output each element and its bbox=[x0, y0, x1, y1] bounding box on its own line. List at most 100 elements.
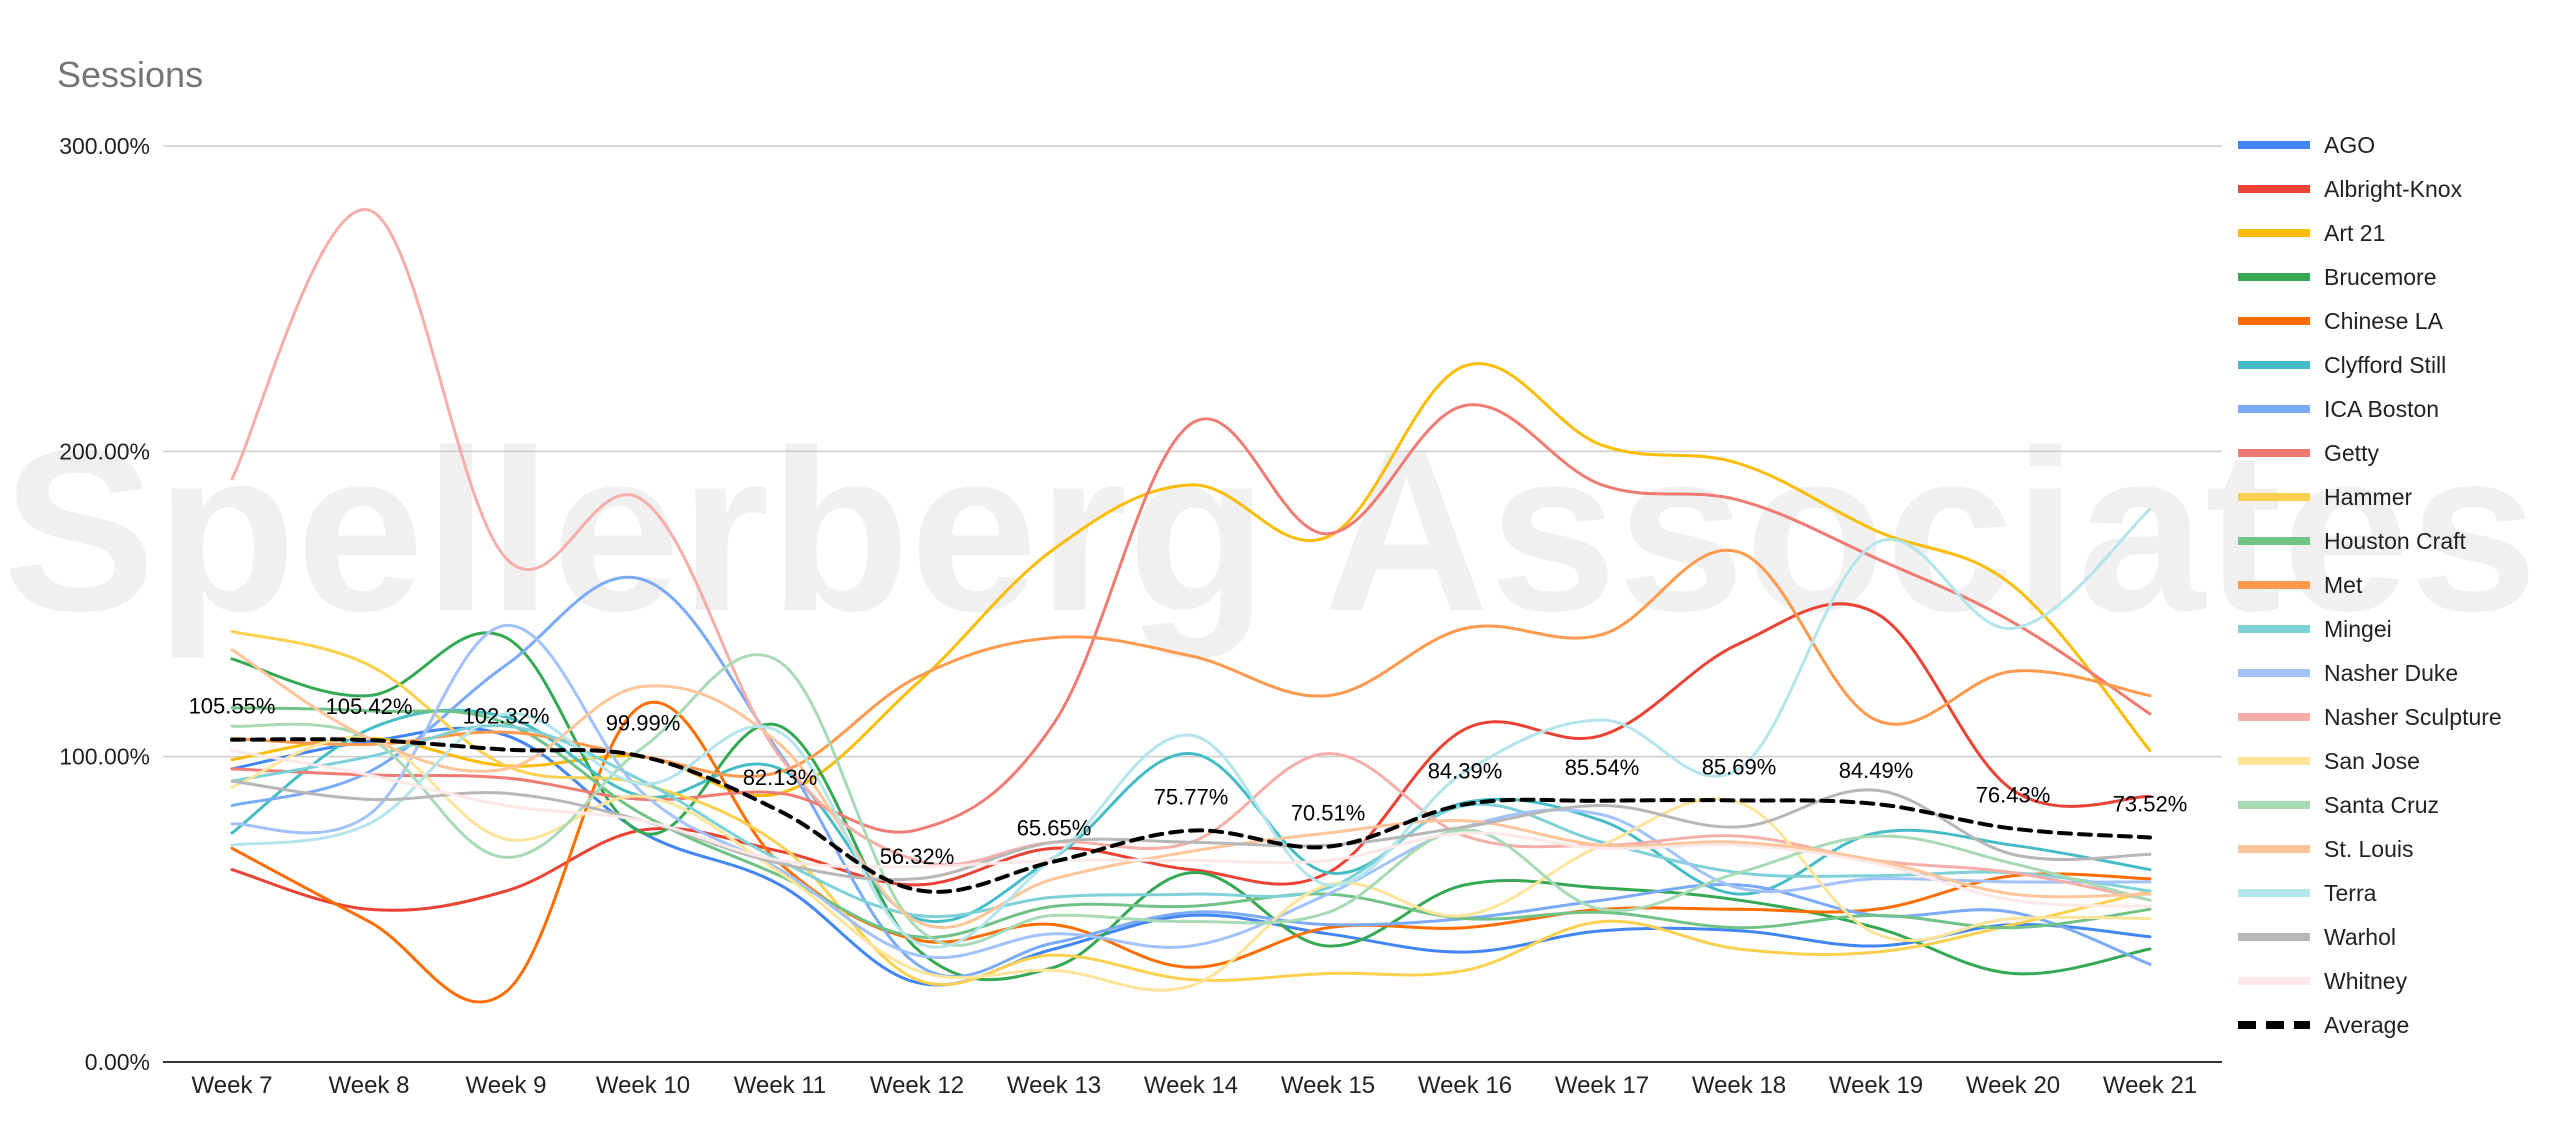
average-data-label: 85.69% bbox=[1702, 754, 1777, 779]
legend-label: Nasher Sculpture bbox=[2324, 704, 2502, 730]
legend-label: Whitney bbox=[2324, 968, 2408, 994]
average-data-label: 82.13% bbox=[743, 765, 818, 790]
y-axis-ticks: 0.00% 100.00% 200.00% 300.00% bbox=[59, 133, 150, 1075]
legend-label: AGO bbox=[2324, 132, 2375, 158]
series-line-whitney bbox=[230, 749, 2152, 908]
average-data-label: 75.77% bbox=[1154, 785, 1229, 810]
legend-label: San Jose bbox=[2324, 748, 2420, 774]
legend-item[interactable]: Houston Craft bbox=[2238, 528, 2467, 554]
legend-label: Clyfford Still bbox=[2324, 352, 2446, 378]
gridlines bbox=[163, 145, 2222, 1063]
legend-label: Santa Cruz bbox=[2324, 792, 2439, 818]
legend-item[interactable]: Mingei bbox=[2238, 616, 2392, 642]
legend-item[interactable]: Santa Cruz bbox=[2238, 792, 2439, 818]
legend-label: Chinese LA bbox=[2324, 308, 2444, 334]
legend-label: Warhol bbox=[2324, 924, 2396, 950]
legend-item[interactable]: Art 21 bbox=[2238, 220, 2385, 246]
legend-item[interactable]: Chinese LA bbox=[2238, 308, 2444, 334]
legend-label: Nasher Duke bbox=[2324, 660, 2458, 686]
average-data-label: 105.42% bbox=[326, 694, 413, 719]
x-tick-label: Week 18 bbox=[1692, 1072, 1786, 1099]
legend-item[interactable]: Whitney bbox=[2238, 968, 2408, 994]
series-line-ago bbox=[230, 726, 2152, 987]
legend-label: Albright-Knox bbox=[2324, 176, 2463, 202]
average-data-label: 76.43% bbox=[1976, 783, 2051, 808]
legend-item[interactable]: Warhol bbox=[2238, 924, 2396, 950]
average-data-label: 99.99% bbox=[606, 711, 681, 736]
series-lines bbox=[230, 208, 2152, 1004]
series-line-ica-boston bbox=[230, 575, 2152, 979]
legend-label: Brucemore bbox=[2324, 264, 2436, 290]
legend-item[interactable]: Met bbox=[2238, 572, 2363, 598]
x-tick-label: Week 15 bbox=[1281, 1072, 1375, 1099]
legend-item[interactable]: Clyfford Still bbox=[2238, 352, 2446, 378]
average-data-label: 70.51% bbox=[1291, 801, 1366, 826]
y-tick-label: 300.00% bbox=[59, 133, 150, 159]
x-tick-label: Week 16 bbox=[1418, 1072, 1512, 1099]
legend-item[interactable]: Getty bbox=[2238, 440, 2379, 466]
legend-label: Getty bbox=[2324, 440, 2379, 466]
x-tick-label: Week 10 bbox=[596, 1072, 690, 1099]
x-tick-label: Week 14 bbox=[1144, 1072, 1238, 1099]
x-tick-label: Week 8 bbox=[329, 1072, 410, 1099]
legend-label: Average bbox=[2324, 1012, 2409, 1038]
legend-item[interactable]: Hammer bbox=[2238, 484, 2413, 510]
x-tick-label: Week 11 bbox=[734, 1072, 827, 1099]
average-data-label: 102.32% bbox=[463, 704, 550, 729]
legend-item[interactable]: Nasher Duke bbox=[2238, 660, 2458, 686]
series-line-warhol bbox=[230, 779, 2152, 882]
legend-item[interactable]: San Jose bbox=[2238, 748, 2420, 774]
series-line-getty bbox=[230, 403, 2152, 834]
y-tick-label: 200.00% bbox=[59, 438, 150, 464]
series-line-nasher-duke bbox=[230, 623, 2152, 960]
legend-label: ICA Boston bbox=[2324, 396, 2439, 422]
average-data-label: 65.65% bbox=[1017, 816, 1092, 841]
average-data-label: 56.32% bbox=[880, 844, 955, 869]
x-tick-label: Week 7 bbox=[192, 1072, 273, 1099]
legend: AGO Albright-Knox Art 21 Brucemore Chinese L… bbox=[2238, 132, 2502, 1038]
x-tick-label: Week 17 bbox=[1555, 1072, 1649, 1099]
series-line-met bbox=[230, 548, 2152, 779]
legend-item[interactable]: St. Louis bbox=[2238, 836, 2414, 862]
legend-item[interactable]: Average bbox=[2238, 1012, 2409, 1038]
legend-label: Hammer bbox=[2324, 484, 2413, 510]
x-tick-label: Week 21 bbox=[2103, 1072, 2197, 1099]
legend-item[interactable]: Nasher Sculpture bbox=[2238, 704, 2502, 730]
series-line-albright-knox bbox=[230, 602, 2152, 912]
legend-label: Met bbox=[2324, 572, 2363, 598]
y-tick-label: 0.00% bbox=[85, 1049, 150, 1075]
legend-label: Terra bbox=[2324, 880, 2377, 906]
watermark: Spellerberg Associates bbox=[2, 402, 2537, 659]
average-data-label: 84.49% bbox=[1839, 758, 1914, 783]
x-axis-ticks: Week 7 Week 8 Week 9 Week 10 Week 11 Week 12 W… bbox=[192, 1072, 2198, 1099]
y-tick-label: 100.00% bbox=[59, 744, 150, 770]
x-tick-label: Week 20 bbox=[1966, 1072, 2060, 1099]
average-data-label: 105.55% bbox=[189, 694, 276, 719]
average-data-label: 84.39% bbox=[1428, 758, 1503, 783]
series-line-chinese-la bbox=[230, 700, 2152, 1004]
x-tick-label: Week 12 bbox=[870, 1072, 964, 1099]
average-data-label: 73.52% bbox=[2113, 792, 2188, 817]
legend-item[interactable]: Terra bbox=[2238, 880, 2377, 906]
legend-label: Art 21 bbox=[2324, 220, 2385, 246]
average-data-label: 85.54% bbox=[1565, 755, 1640, 780]
series-line-san-jose bbox=[230, 735, 2152, 992]
average-data-labels: 105.55% 105.42% 102.32% 99.99% 82.13% 56.32% 6… bbox=[189, 694, 2188, 869]
x-tick-label: Week 19 bbox=[1829, 1072, 1923, 1099]
series-line-average bbox=[230, 737, 2152, 894]
legend-label: Mingei bbox=[2324, 616, 2392, 642]
legend-item[interactable]: Brucemore bbox=[2238, 264, 2436, 290]
series-line-santa-cruz bbox=[230, 653, 2152, 947]
x-tick-label: Week 9 bbox=[466, 1072, 547, 1099]
legend-item[interactable]: AGO bbox=[2238, 132, 2375, 158]
legend-label: St. Louis bbox=[2324, 836, 2414, 862]
series-line-terra bbox=[230, 507, 2152, 949]
legend-item[interactable]: ICA Boston bbox=[2238, 396, 2439, 422]
legend-label: Houston Craft bbox=[2324, 528, 2467, 554]
series-line-mingei bbox=[230, 724, 2152, 919]
chart-title: Sessions bbox=[57, 54, 203, 95]
series-line-hammer bbox=[230, 629, 2152, 987]
x-tick-label: Week 13 bbox=[1007, 1072, 1101, 1099]
legend-item[interactable]: Albright-Knox bbox=[2238, 176, 2463, 202]
